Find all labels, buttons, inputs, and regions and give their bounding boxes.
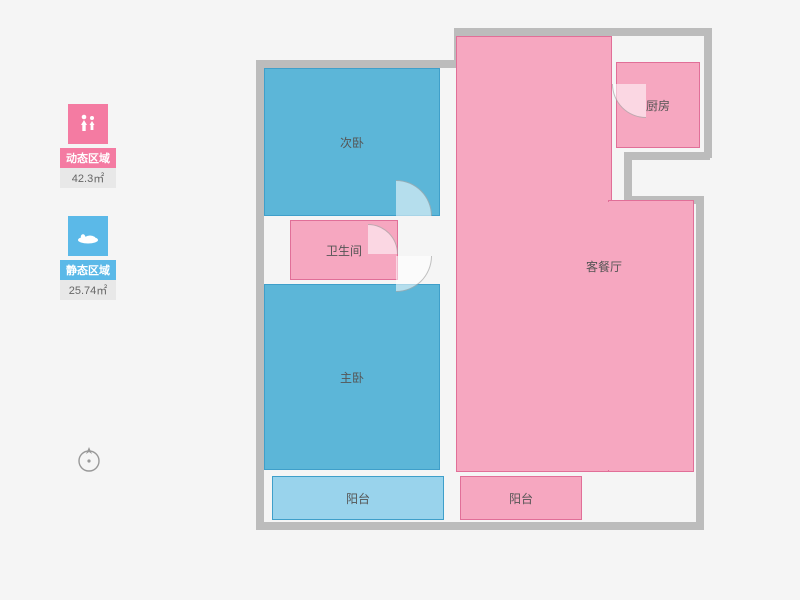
room-label-secondary_bedroom: 次卧 (340, 134, 364, 151)
sleep-icon (68, 216, 108, 256)
outer-wall (256, 60, 456, 68)
outer-wall (256, 522, 456, 530)
legend-static: 静态区域 25.74㎡ (60, 216, 116, 300)
legend-static-label: 静态区域 (60, 260, 116, 280)
room-living_dining-part1 (608, 200, 694, 472)
room-label-kitchen: 厨房 (646, 97, 670, 114)
outer-wall (624, 152, 632, 200)
room-living_dining-seam (606, 202, 612, 470)
legend-panel: 动态区域 42.3㎡ 静态区域 25.74㎡ (52, 104, 124, 328)
compass-icon (74, 444, 104, 474)
legend-dynamic: 动态区域 42.3㎡ (60, 104, 116, 188)
legend-static-value: 25.74㎡ (60, 280, 116, 300)
outer-wall (256, 60, 264, 528)
floor-plan: 次卧卫生间主卧厨房客餐厅阳台阳台 (256, 28, 710, 568)
room-label-master_bedroom: 主卧 (340, 369, 364, 386)
outer-wall (696, 196, 704, 528)
room-balcony_right: 阳台 (460, 476, 582, 520)
room-secondary_bedroom: 次卧 (264, 68, 440, 216)
room-bathroom: 卫生间 (290, 220, 398, 280)
outer-wall (704, 28, 712, 158)
outer-wall (626, 152, 710, 160)
legend-dynamic-label: 动态区域 (60, 148, 116, 168)
room-label-balcony_right: 阳台 (509, 490, 533, 507)
people-icon (68, 104, 108, 144)
legend-dynamic-value: 42.3㎡ (60, 168, 116, 188)
room-label-bathroom: 卫生间 (326, 242, 362, 259)
outer-wall (454, 28, 710, 36)
room-kitchen: 厨房 (616, 62, 700, 148)
room-living_dining-part0 (456, 36, 612, 472)
outer-wall (456, 522, 704, 530)
room-master_bedroom: 主卧 (264, 284, 440, 470)
room-balcony_left: 阳台 (272, 476, 444, 520)
room-label-balcony_left: 阳台 (346, 490, 370, 507)
